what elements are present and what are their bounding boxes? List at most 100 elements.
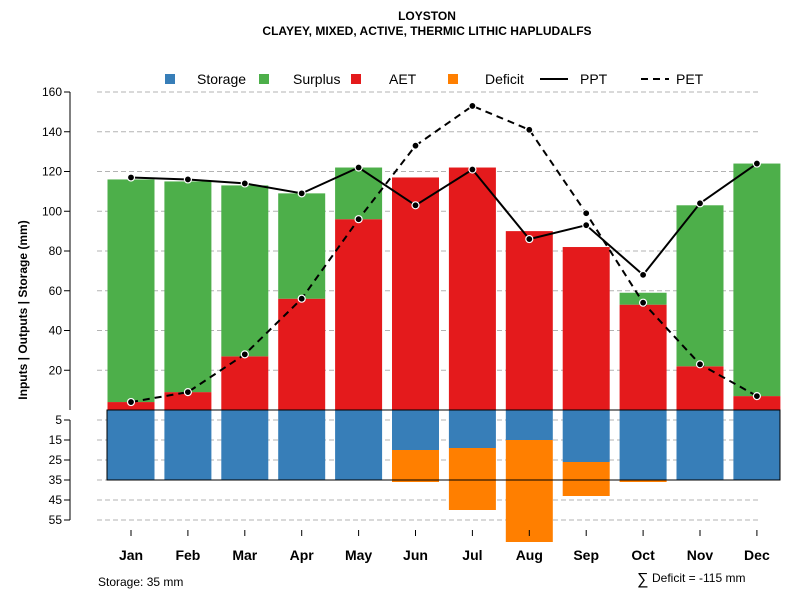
bar-storage [505,410,553,440]
pet-line-point [297,294,306,303]
ppt-line-point [638,270,648,279]
legend-swatch-deficit [448,74,458,84]
ppt-line-point [582,221,591,230]
bar-aet [392,177,439,410]
y-tick-label: 35 [49,473,63,487]
pet-line-point [695,360,705,369]
ppt-line-point [183,175,192,184]
x-tick-label: Sep [573,547,599,563]
x-tick-label: Jun [403,547,428,563]
ppt-line-point [752,159,762,168]
pet-line-point [582,209,591,218]
x-tick-label: Jul [462,547,482,563]
x-tick-label: Oct [631,547,655,563]
legend-label-surplus: Surplus [293,71,340,87]
legend-label-ppt: PPT [580,71,608,87]
y-tick-label: 100 [42,204,62,218]
bar-storage [619,410,667,480]
legend-label-aet: AET [389,71,417,87]
bar-surplus [278,193,326,299]
bar-aet [733,396,781,410]
y-tick-label: 60 [49,284,63,298]
chart-title: LOYSTON [398,9,456,23]
pet-line-point [126,397,136,407]
x-tick-label: Mar [232,547,257,563]
ppt-line-point [468,165,477,174]
x-tick-label: Nov [687,547,714,563]
ppt-line-point [354,163,363,172]
bar-aet [562,247,610,410]
x-tick-label: Aug [516,547,543,563]
x-tick-label: Dec [744,547,770,563]
pet-line-point [183,388,192,397]
ppt-line-point [695,199,705,208]
chart-subtitle: CLAYEY, MIXED, ACTIVE, THERMIC LITHIC HA… [262,24,591,38]
bar-storage [392,410,439,450]
y-tick-label: 45 [49,493,63,507]
bar-storage [335,410,383,480]
legend-label-storage: Storage [197,71,246,87]
bar-storage [164,410,212,480]
pet-line-point [411,141,420,150]
pet-line-point [468,101,477,111]
x-tick-label: Feb [175,547,200,563]
pet-line-point [354,215,363,224]
bar-storage [278,410,326,480]
y-tick-label: 120 [42,165,62,179]
bar-deficit [619,480,667,482]
legend-label-deficit: Deficit [485,71,524,87]
bar-aet [278,298,326,410]
lines [126,101,762,407]
bar-aet [505,231,553,410]
y-tick-label: 55 [49,513,63,527]
bar-deficit [505,440,553,542]
y-tick-label: 20 [49,363,63,377]
y-axis-label: Inputs | Outputs | Storage (mm) [16,220,30,399]
x-tick-label: May [345,547,372,563]
bar-surplus [221,185,269,357]
ppt-line-point [411,201,420,210]
storage-frame [106,409,781,481]
ppt-line-point [525,234,534,244]
deficit-note: Deficit = -115 mm [652,571,745,585]
bar-surplus [676,205,724,367]
storage-note: Storage: 35 mm [98,575,183,589]
legend-swatch-aet [351,74,361,84]
pet-line-point [525,125,534,134]
axes: 20 40 60 80 100 120 140 160 5 15 25 35 45 55 Jan Feb Mar… [42,85,770,563]
y-tick-label: 140 [42,125,62,139]
bar-deficit [562,462,610,496]
y-tick-label: 25 [49,453,63,467]
legend-label-pet: PET [676,71,704,87]
bar-surplus [107,179,155,403]
bar-storage [562,410,610,462]
legend-swatch-storage [165,74,175,84]
y-tick-label: 5 [55,413,62,427]
x-tick-label: Apr [290,547,315,563]
pet-line-point [240,350,249,359]
bar-surplus [164,181,212,393]
storage-capacity-box [106,409,781,481]
bar-storage [221,410,269,480]
ppt-line-point [297,189,306,198]
bar-storage [107,410,155,480]
bar-storage [676,410,724,480]
y-tick-label: 80 [49,244,63,258]
bars [107,163,781,542]
bar-surplus [335,167,383,220]
y-tick-label: 15 [49,433,63,447]
bar-surplus [733,163,781,397]
bar-aet [335,219,383,410]
bar-storage [448,410,496,448]
bar-aet [448,167,496,410]
pet-line [130,104,758,404]
bar-aet [221,356,269,410]
bar-deficit [448,448,496,510]
bar-aet [676,366,724,410]
x-tick-label: Jan [119,547,143,563]
bar-storage [733,410,781,480]
sum-icon: ∑ [637,571,648,588]
pet-line-point [638,298,648,307]
legend: Storage Surplus AET Deficit PPT PET [165,71,704,87]
